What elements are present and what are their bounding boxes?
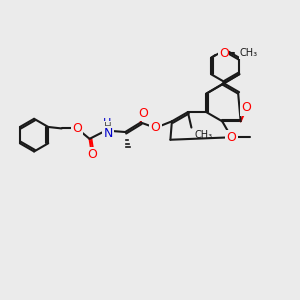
- Text: H
N: H N: [103, 118, 112, 140]
- Text: O: O: [138, 107, 148, 120]
- Text: O: O: [72, 122, 82, 135]
- Text: O: O: [219, 47, 229, 60]
- Text: CH₃: CH₃: [195, 130, 213, 140]
- Text: N: N: [103, 127, 113, 140]
- Text: H: H: [104, 122, 112, 132]
- Text: CH₃: CH₃: [239, 48, 257, 59]
- Text: O: O: [226, 131, 236, 144]
- Text: O: O: [151, 122, 160, 134]
- Text: O: O: [87, 148, 97, 161]
- Text: O: O: [242, 101, 251, 114]
